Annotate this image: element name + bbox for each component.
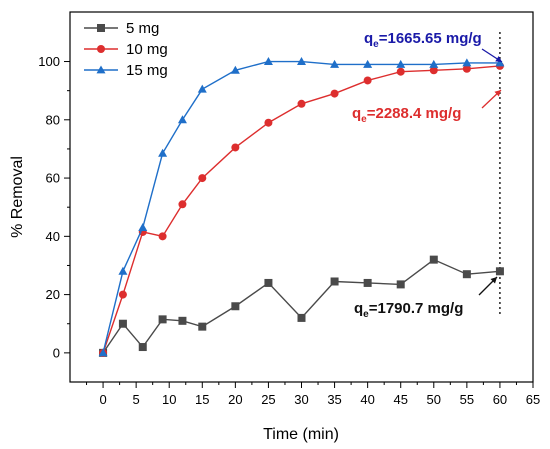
x-tick-label: 65 <box>526 392 540 407</box>
x-tick-label: 0 <box>99 392 106 407</box>
x-tick-label: 55 <box>460 392 474 407</box>
series-point <box>396 280 405 289</box>
series-point <box>297 99 306 108</box>
y-tick-label: 40 <box>46 229 60 244</box>
series-point <box>231 302 240 311</box>
legend-marker <box>96 65 106 74</box>
series-point <box>138 343 147 352</box>
legend-marker <box>97 45 105 53</box>
x-tick-label: 50 <box>427 392 441 407</box>
annotation-arrowhead <box>490 277 497 284</box>
series-point <box>363 59 373 68</box>
legend-label: 15 mg <box>126 62 168 79</box>
series-point <box>330 59 340 68</box>
y-axis-ticks: 0 20 40 60 80 100 <box>38 54 70 360</box>
x-axis-ticks: 0 5 10 15 20 25 30 35 40 45 50 55 60 65 <box>86 382 540 407</box>
x-tick-label: 10 <box>162 392 176 407</box>
series-point <box>231 143 240 152</box>
series-point <box>198 322 207 331</box>
series-point <box>158 148 168 157</box>
annotation-layer: qe=1665.65 mg/g qe=2288.4 mg/g qe=1790.7 m… <box>352 30 503 320</box>
annotation-label: qe=1665.65 mg/g <box>364 30 482 50</box>
legend-marker <box>97 24 105 32</box>
annotation-arrowhead <box>494 90 501 97</box>
series-point <box>263 56 273 65</box>
series-point <box>178 316 187 325</box>
x-tick-label: 45 <box>393 392 407 407</box>
series-layer <box>98 56 505 357</box>
series-point <box>396 59 406 68</box>
series-point <box>330 89 339 98</box>
series-point <box>297 56 306 65</box>
series-point <box>118 266 128 275</box>
series-point <box>495 58 505 67</box>
legend-label: 5 mg <box>126 20 159 37</box>
series-point <box>462 64 471 73</box>
series-point <box>158 315 167 324</box>
y-tick-label: 0 <box>53 345 60 360</box>
series-point <box>330 277 339 286</box>
series-point <box>158 232 167 241</box>
series-point <box>230 65 240 74</box>
series-point <box>118 319 127 328</box>
y-tick-label: 100 <box>38 54 60 69</box>
y-axis-title: % Removal <box>9 156 26 238</box>
series-point <box>178 200 187 209</box>
annotation-label: qe=2288.4 mg/g <box>352 105 461 125</box>
series-point <box>462 270 471 279</box>
series-point <box>495 267 504 276</box>
x-tick-label: 20 <box>228 392 242 407</box>
series-2 <box>99 61 504 357</box>
series-point <box>118 290 127 299</box>
series-point <box>264 118 273 127</box>
series-3 <box>98 56 505 357</box>
series-point <box>396 67 405 76</box>
legend: 5 mg 10 mg 15 mg <box>84 20 168 79</box>
series-point <box>138 223 148 232</box>
x-tick-label: 30 <box>294 392 308 407</box>
x-tick-label: 40 <box>360 392 374 407</box>
series-point <box>363 76 372 85</box>
x-tick-label: 35 <box>327 392 341 407</box>
series-point <box>197 84 207 93</box>
series-point <box>98 348 108 357</box>
x-tick-label: 5 <box>133 392 140 407</box>
series-point <box>429 59 439 68</box>
series-point <box>264 278 273 287</box>
series-point <box>462 58 472 67</box>
annotation-arrowhead <box>495 56 502 62</box>
series-point <box>177 115 187 124</box>
x-axis-title: Time (min) <box>263 426 339 443</box>
series-point <box>198 174 207 183</box>
x-tick-label: 25 <box>261 392 275 407</box>
series-point <box>429 66 438 75</box>
x-tick-label: 60 <box>493 392 507 407</box>
y-tick-label: 60 <box>46 171 60 186</box>
series-point <box>297 313 306 322</box>
y-tick-label: 20 <box>46 287 60 302</box>
annotation-label: qe=1790.7 mg/g <box>354 300 463 320</box>
series-point <box>429 255 438 264</box>
legend-label: 10 mg <box>126 41 168 58</box>
series-point <box>363 278 372 287</box>
y-tick-label: 80 <box>46 112 60 127</box>
x-tick-label: 15 <box>195 392 209 407</box>
